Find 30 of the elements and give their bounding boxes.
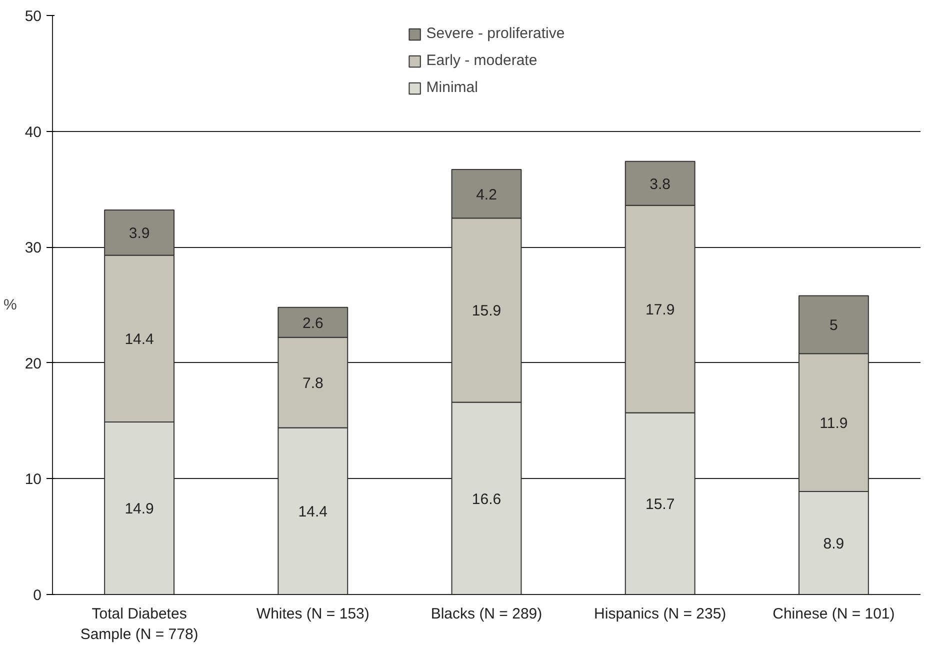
legend-label: Early - moderate (426, 52, 538, 69)
y-tick-label: 20 (24, 355, 42, 372)
data-label: 3.9 (128, 225, 150, 242)
data-label: 7.8 (302, 375, 324, 392)
data-label: 16.6 (472, 490, 502, 508)
y-tick-label: 40 (24, 124, 42, 141)
legend-label: Minimal (426, 79, 478, 96)
data-label: 4.2 (476, 186, 497, 204)
x-tick-label: Hispanics (N = 235) (594, 606, 726, 622)
data-label: 14.4 (124, 331, 154, 348)
data-label: 15.9 (472, 302, 502, 320)
data-label: 14.9 (124, 500, 154, 518)
data-label: 15.7 (646, 496, 675, 514)
data-label: 11.9 (820, 415, 848, 432)
legend-label: Severe - proliferative (426, 25, 565, 42)
data-label: 2.6 (302, 314, 324, 332)
x-tick-label: Whites (N = 153) (256, 606, 370, 622)
data-label: 5 (830, 317, 838, 334)
y-tick-label: 0 (33, 587, 42, 604)
data-label: 14.4 (298, 504, 328, 521)
y-axis-title: % (3, 296, 17, 314)
x-tick-label: Chinese (N = 101) (772, 606, 895, 622)
x-tick-label: Blacks (N = 289) (430, 606, 542, 622)
y-tick-label: 30 (24, 240, 42, 257)
data-label: 8.9 (823, 535, 844, 552)
data-label: 17.9 (646, 302, 675, 319)
y-tick-label: 10 (24, 471, 42, 488)
y-tick-label: 50 (24, 8, 42, 25)
data-label: 3.8 (650, 176, 671, 193)
x-tick-label: Total Diabetes Sample (N = 778) (80, 606, 198, 643)
